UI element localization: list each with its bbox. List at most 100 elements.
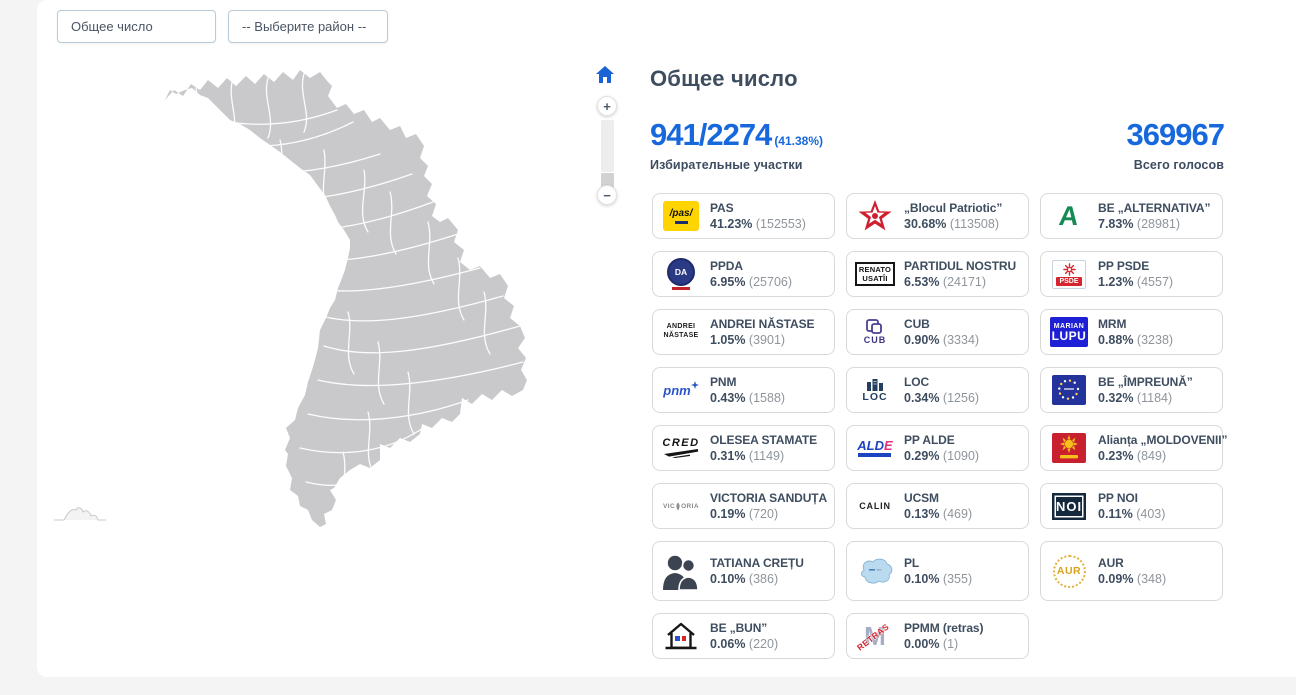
party-card[interactable]: A BE „ALTERNATIVA” 7.83% (28981): [1040, 193, 1223, 239]
party-percent: 1.23%: [1098, 275, 1134, 289]
party-card[interactable]: pnm PNM 0.43% (1588): [652, 367, 835, 413]
party-card[interactable]: AUR AUR 0.09% (348): [1040, 541, 1223, 601]
sun-logo: [1049, 433, 1089, 463]
party-votes: (113508): [946, 217, 999, 231]
party-percent: 0.43%: [710, 391, 746, 405]
map-zoom-slider[interactable]: [601, 120, 614, 188]
party-name: PPDA: [710, 259, 743, 273]
party-card[interactable]: /pas/ PAS 41.23% (152553): [652, 193, 835, 239]
people-logo: [661, 552, 701, 590]
party-votes: (152553): [752, 217, 806, 231]
star-logo: [855, 199, 895, 233]
party-card[interactable]: BE „ÎMPREUNĂ” 0.32% (1184): [1040, 367, 1223, 413]
party-card[interactable]: RENATO USATÎI PARTIDUL NOSTRU 6.53% (2417…: [846, 251, 1029, 297]
party-votes: (1588): [745, 391, 786, 405]
party-card[interactable]: CUB CUB 0.90% (3334): [846, 309, 1029, 355]
party-votes: (720): [745, 507, 779, 521]
eu-logo: [1049, 375, 1089, 405]
party-name: VICTORIA SANDUȚA: [710, 491, 828, 505]
party-card[interactable]: TATIANA CREȚU 0.10% (386): [652, 541, 835, 601]
stations-count: 941/2274: [650, 117, 772, 152]
stations-block: 941/2274 (41.38%) Избирательные участки: [650, 117, 824, 173]
total-select[interactable]: Общее число: [57, 10, 216, 43]
loc-logo: LOC: [855, 378, 895, 403]
party-percent: 0.11%: [1098, 507, 1133, 521]
total-select-value: Общее число: [71, 19, 153, 34]
party-name: PP PSDE: [1098, 259, 1150, 273]
cub-logo: CUB: [855, 319, 895, 345]
map-zoom-out-button[interactable]: −: [597, 185, 617, 205]
party-card[interactable]: BE „BUN” 0.06% (220): [652, 613, 835, 659]
party-card[interactable]: LOC LOC 0.34% (1256): [846, 367, 1029, 413]
district-select[interactable]: -- Выберите район --: [228, 10, 388, 43]
party-percent: 0.19%: [710, 507, 746, 521]
party-percent: 0.09%: [1098, 572, 1134, 586]
party-name: PP NOI: [1098, 491, 1138, 505]
party-name: PAS: [710, 201, 734, 215]
party-votes: (24171): [939, 275, 987, 289]
party-percent: 0.10%: [904, 572, 940, 586]
cred-logo: CRED: [661, 438, 701, 458]
party-card[interactable]: CRED OLESEA STAMATE 0.31% (1149): [652, 425, 835, 471]
aur-logo: AUR: [1049, 554, 1089, 588]
party-card[interactable]: M RETRAS PPMM (retras) 0.00% (1): [846, 613, 1029, 659]
party-card[interactable]: ALDE PP ALDE 0.29% (1090): [846, 425, 1029, 471]
party-card[interactable]: NOI PP NOI 0.11% (403): [1040, 483, 1223, 529]
calin-logo: CALIN: [859, 501, 891, 511]
party-votes: (1): [939, 637, 959, 651]
page-title: Общее число: [650, 66, 798, 91]
party-name: BE „ALTERNATIVA”: [1098, 201, 1211, 215]
moldova-map[interactable]: [128, 62, 588, 532]
party-name: PNM: [710, 375, 737, 389]
retras-logo: M RETRAS: [854, 621, 892, 653]
party-name: LOC: [904, 375, 930, 389]
party-votes: (3334): [939, 333, 980, 347]
party-card[interactable]: PSDE PP PSDE 1.23% (4557): [1040, 251, 1223, 297]
district-select-value: -- Выберите район --: [242, 19, 367, 34]
da-logo: DA: [661, 258, 701, 290]
alde-logo: ALDE: [855, 439, 895, 457]
house-logo: [661, 620, 701, 652]
party-card[interactable]: ANDREI NĂSTASE ANDREI NĂSTASE 1.05% (3901…: [652, 309, 835, 355]
party-percent: 0.13%: [904, 507, 940, 521]
party-votes: (1149): [745, 449, 785, 463]
party-percent: 0.32%: [1098, 391, 1134, 405]
party-percent: 6.95%: [710, 275, 746, 289]
party-percent: 7.83%: [1098, 217, 1134, 231]
party-name: PPMM (retras): [904, 621, 984, 635]
stations-label: Избирательные участки: [650, 158, 803, 173]
party-name: „Blocul Patriotic”: [904, 201, 1003, 215]
party-name: CUB: [904, 317, 930, 331]
party-votes: (28981): [1133, 217, 1181, 231]
party-card[interactable]: PL 0.10% (355): [846, 541, 1029, 601]
map-zoom-thumb[interactable]: [601, 173, 614, 188]
map-home-button[interactable]: [596, 66, 614, 83]
letterA-logo: A: [1057, 200, 1081, 231]
victoria-logo: VIC ORIA: [663, 502, 699, 510]
party-card[interactable]: Alianța „MOLDOVENII” 0.23% (849): [1040, 425, 1227, 471]
mrm-logo: MARIAN LUPU: [1049, 317, 1089, 347]
party-percent: 0.10%: [710, 572, 746, 586]
party-votes: (4557): [1133, 275, 1174, 289]
party-card[interactable]: VIC ORIA VICTORIA SANDUȚA 0.19% (720): [652, 483, 835, 529]
party-percent: 0.31%: [710, 449, 746, 463]
textlines-logo: ANDREI NĂSTASE: [663, 323, 699, 339]
home-icon: [596, 66, 614, 83]
map-zoom-in-button[interactable]: +: [597, 96, 617, 116]
pas-logo: /pas/: [661, 201, 701, 231]
noi-logo: NOI: [1049, 492, 1089, 520]
party-grid: /pas/ PAS 41.23% (152553) „Blocul Patrio…: [652, 193, 1227, 659]
map-inset-shape: [54, 507, 106, 521]
party-name: OLESEA STAMATE: [710, 433, 818, 447]
party-card[interactable]: CALIN UCSM 0.13% (469): [846, 483, 1029, 529]
party-name: PP ALDE: [904, 433, 955, 447]
party-card[interactable]: „Blocul Patriotic” 30.68% (113508): [846, 193, 1029, 239]
party-card[interactable]: MARIAN LUPU MRM 0.88% (3238): [1040, 309, 1223, 355]
party-votes: (1090): [939, 449, 980, 463]
total-votes-label: Всего голосов: [1133, 158, 1224, 173]
party-card[interactable]: DA PPDA 6.95% (25706): [652, 251, 835, 297]
party-percent: 0.06%: [710, 637, 746, 651]
psde-logo: PSDE: [1049, 259, 1089, 289]
total-votes-count: 369967: [1126, 117, 1225, 152]
stations-percent: (41.38%): [774, 134, 824, 148]
